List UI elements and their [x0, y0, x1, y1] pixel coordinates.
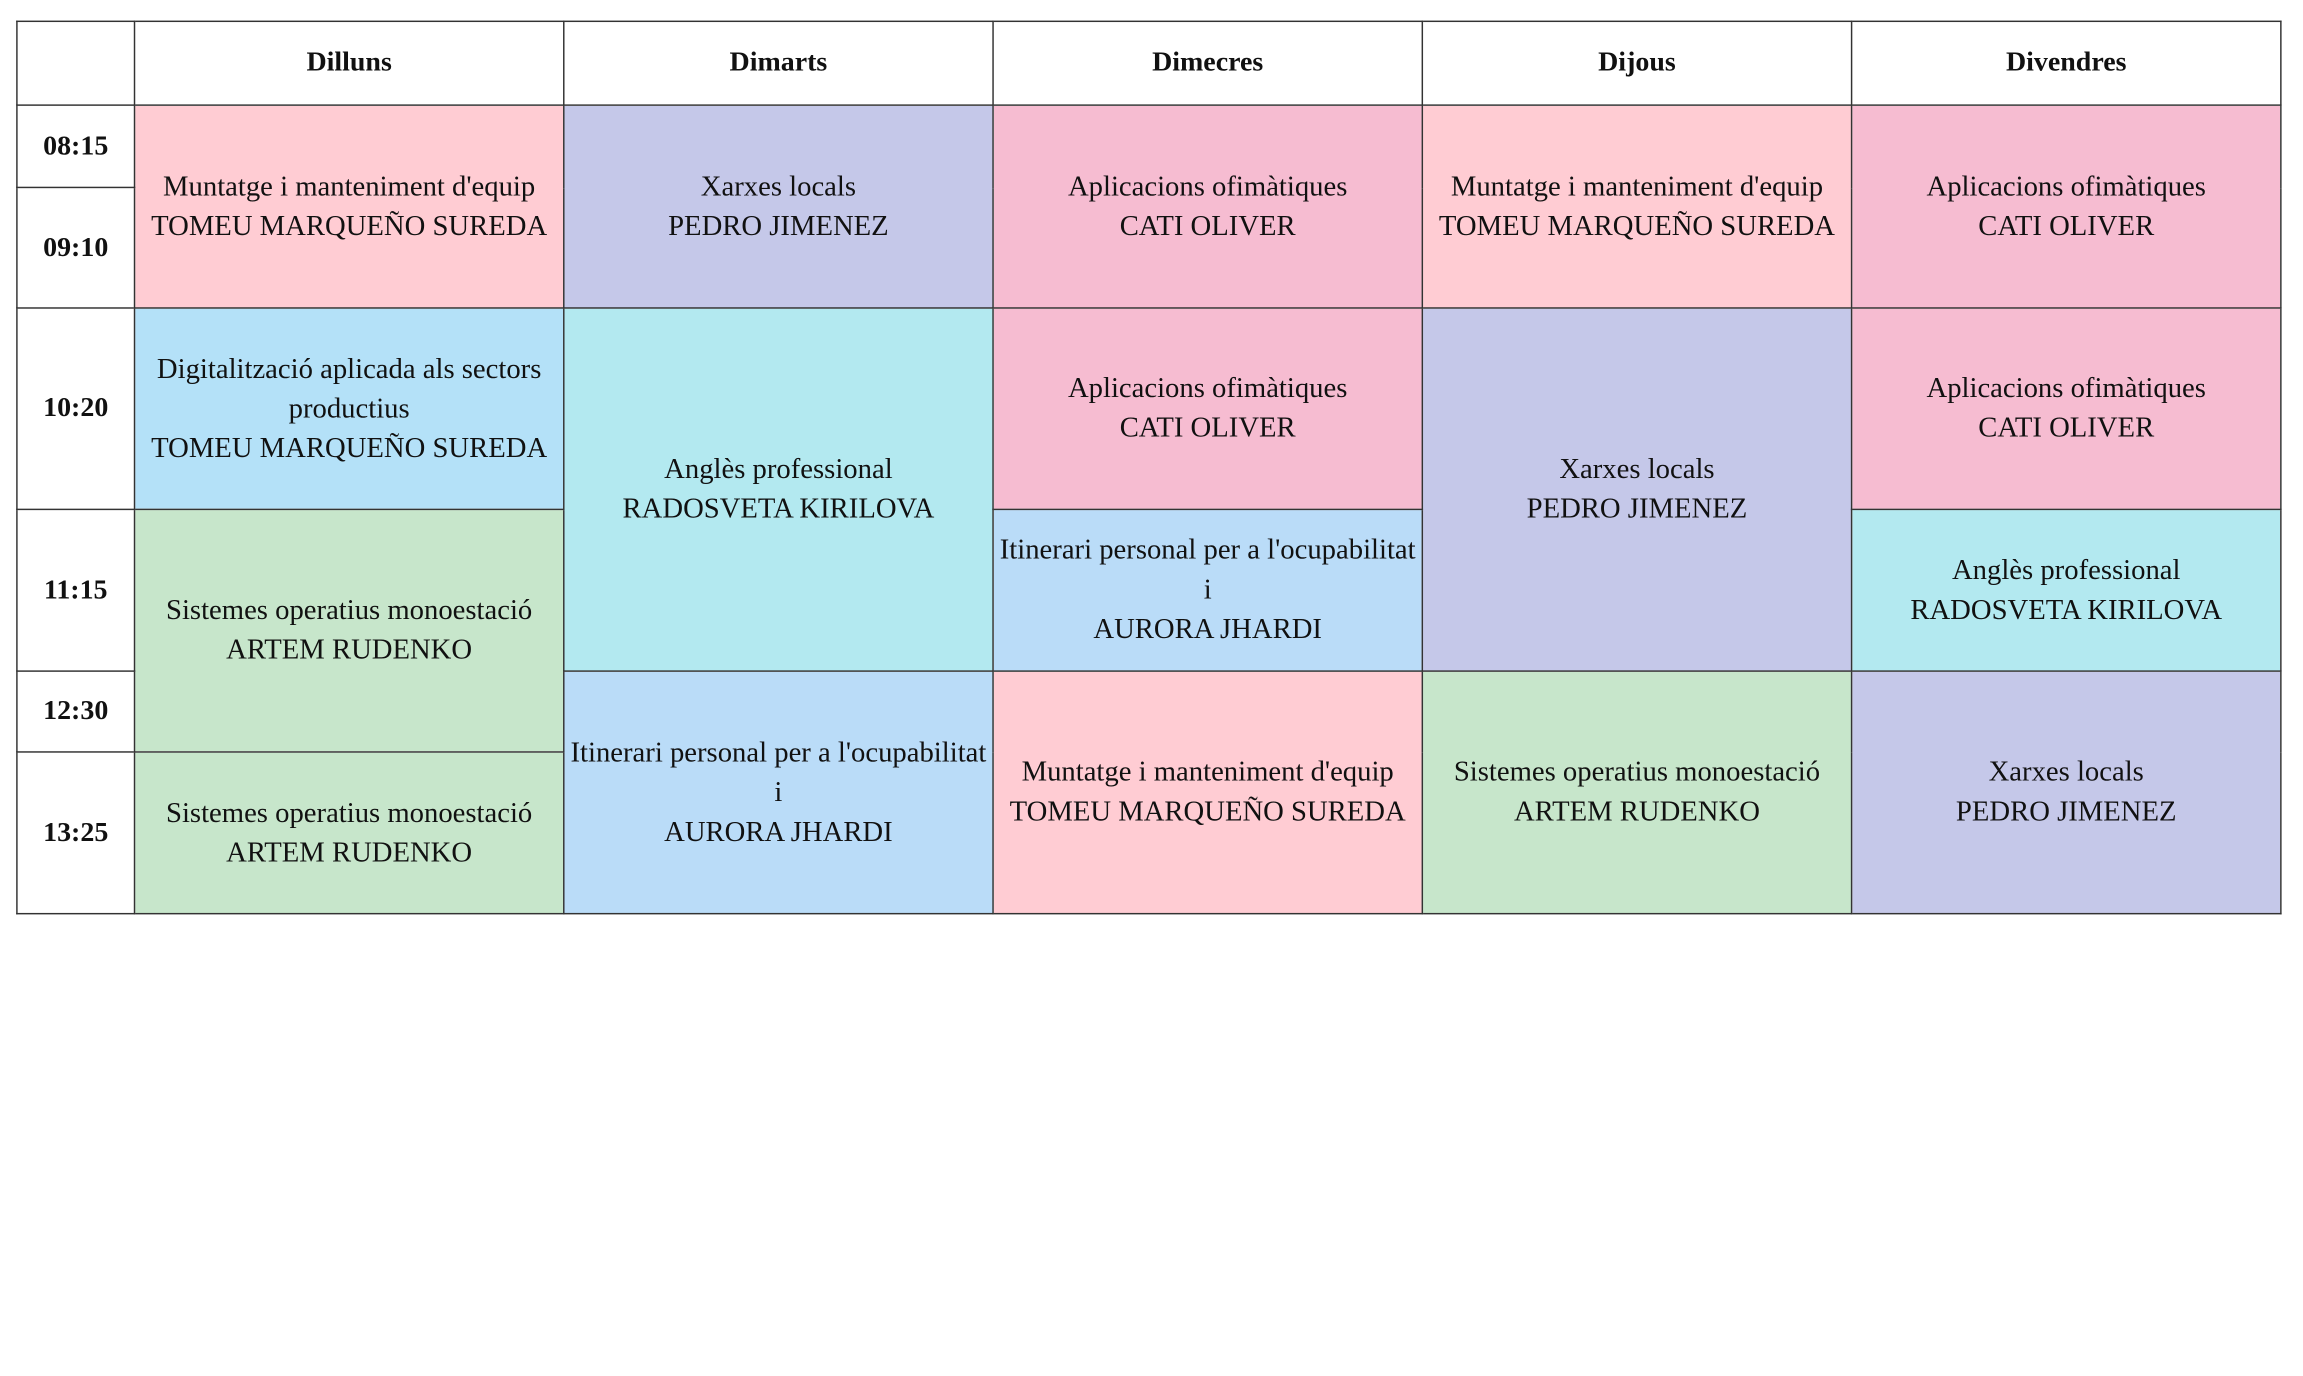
- time-label: 12:30: [16, 670, 136, 753]
- subject-name: Muntatge i manteniment d'equip: [163, 171, 536, 203]
- teacher-name: TOMEU MARQUEÑO SUREDA: [151, 210, 548, 242]
- time-row: 08:15 Muntatge i manteniment d'equip TOM…: [16, 104, 2282, 309]
- time-row: 10:20 Digitalització aplicada als sector…: [16, 307, 2282, 672]
- time-row: 11:15 Sistemes operatius monoestació ART…: [16, 508, 2282, 753]
- teacher-name: TOMEU MARQUEÑO SUREDA: [1438, 210, 1835, 242]
- class-cell-tue-2: Anglès professional RADOSVETA KIRILOVA: [563, 307, 994, 672]
- teacher-name: ARTEM RUDENKO: [1513, 796, 1760, 828]
- teacher-name: RADOSVETA KIRILOVA: [1910, 594, 2223, 626]
- class-cell-fri-1: Aplicacions ofimàtiques CATI OLIVER: [1850, 104, 2282, 309]
- class-cell-wed-1: Aplicacions ofimàtiques CATI OLIVER: [992, 104, 1424, 309]
- day-header-wednesday: Dimecres: [992, 20, 1424, 106]
- class-cell-mon-1: Muntatge i manteniment d'equip TOMEU MAR…: [133, 104, 565, 309]
- subject-name: Muntatge i manteniment d'equip: [1450, 171, 1824, 203]
- class-cell-thu-1: Muntatge i manteniment d'equip TOMEU MAR…: [1421, 104, 1853, 309]
- subject-name: Digitalització aplicada als sectors prod…: [156, 353, 542, 425]
- timetable: Dilluns Dimarts Dimecres Dijous Divendre…: [16, 20, 2282, 915]
- class-cell-thu-2: Xarxes locals PEDRO JIMENEZ: [1421, 307, 1853, 672]
- subject-name: Muntatge i manteniment d'equip: [1021, 757, 1394, 788]
- time-label: 09:10: [16, 186, 136, 309]
- teacher-name: PEDRO JIMENEZ: [668, 210, 889, 242]
- time-row: 13:25 Sistemes operatius monoestació ART…: [16, 751, 2281, 915]
- teacher-name: AURORA JHARDI: [664, 816, 893, 848]
- teacher-name: ARTEM RUDENKO: [226, 837, 473, 869]
- teacher-name: CATI OLIVER: [1119, 210, 1296, 242]
- teacher-name: TOMEU MARQUEÑO SUREDA: [1009, 796, 1406, 828]
- subject-name: Itinerari personal per a l'ocupabilitat …: [999, 535, 1416, 606]
- day-header-thursday: Dijous: [1421, 20, 1853, 106]
- teacher-name: CATI OLIVER: [1119, 413, 1296, 444]
- subject-name: Anglès professional: [1951, 554, 2181, 586]
- day-header-tuesday: Dimarts: [563, 20, 994, 106]
- subject-name: Itinerari personal per a l'ocupabilitat …: [570, 737, 987, 808]
- subject-name: Aplicacions ofimàtiques: [1926, 171, 2206, 203]
- corner-cell: [16, 20, 136, 106]
- class-cell-fri-3: Anglès professional RADOSVETA KIRILOVA: [1850, 508, 2282, 672]
- class-cell-mon-3: Sistemes operatius monoestació ARTEM RUD…: [133, 508, 565, 753]
- class-cell-tue-3: Itinerari personal per a l'ocupabilitat …: [563, 670, 994, 915]
- subject-name: Sistemes operatius monoestació: [1453, 757, 1821, 788]
- teacher-name: CATI OLIVER: [1978, 413, 2155, 444]
- teacher-name: CATI OLIVER: [1978, 210, 2155, 242]
- class-cell-mon-4: Sistemes operatius monoestació ARTEM RUD…: [133, 751, 565, 915]
- subject-name: Aplicacions ofimàtiques: [1926, 373, 2206, 405]
- time-label: 08:15: [16, 104, 136, 189]
- time-label: 11:15: [16, 508, 136, 672]
- day-header-friday: Divendres: [1850, 20, 2282, 106]
- teacher-name: AURORA JHARDI: [1093, 614, 1322, 646]
- class-cell-wed-3: Itinerari personal per a l'ocupabilitat …: [992, 508, 1424, 672]
- teacher-name: PEDRO JIMENEZ: [1526, 493, 1748, 525]
- time-label: 13:25: [16, 751, 136, 915]
- teacher-name: TOMEU MARQUEÑO SUREDA: [151, 432, 548, 464]
- time-label: 10:20: [16, 307, 136, 511]
- class-cell-fri-2: Aplicacions ofimàtiques CATI OLIVER: [1850, 307, 2282, 511]
- class-cell-thu-3: Sistemes operatius monoestació ARTEM RUD…: [1421, 670, 1853, 915]
- teacher-name: ARTEM RUDENKO: [226, 635, 473, 666]
- class-cell-tue-1: Xarxes locals PEDRO JIMENEZ: [563, 104, 994, 309]
- subject-name: Sistemes operatius monoestació: [166, 595, 533, 627]
- subject-name: Xarxes locals: [1988, 757, 2144, 788]
- class-cell-fri-4: Xarxes locals PEDRO JIMENEZ: [1850, 670, 2282, 915]
- class-cell-mon-2: Digitalització aplicada als sectors prod…: [133, 307, 565, 511]
- time-row: 09:10: [16, 186, 2281, 309]
- teacher-name: RADOSVETA KIRILOVA: [622, 493, 935, 525]
- subject-name: Xarxes locals: [700, 171, 857, 203]
- header-row: Dilluns Dimarts Dimecres Dijous Divendre…: [16, 20, 2282, 106]
- class-cell-wed-4: Muntatge i manteniment d'equip TOMEU MAR…: [992, 670, 1424, 915]
- day-header-monday: Dilluns: [133, 20, 565, 106]
- teacher-name: PEDRO JIMENEZ: [1955, 796, 2177, 828]
- subject-name: Aplicacions ofimàtiques: [1067, 171, 1348, 203]
- subject-name: Sistemes operatius monoestació: [166, 797, 533, 829]
- subject-name: Xarxes locals: [1559, 454, 1715, 486]
- time-row: 12:30 Itinerari personal per a l'ocupabi…: [16, 670, 2282, 915]
- subject-name: Aplicacions ofimàtiques: [1067, 373, 1348, 405]
- class-cell-wed-2: Aplicacions ofimàtiques CATI OLIVER: [992, 307, 1424, 511]
- subject-name: Anglès professional: [664, 454, 893, 486]
